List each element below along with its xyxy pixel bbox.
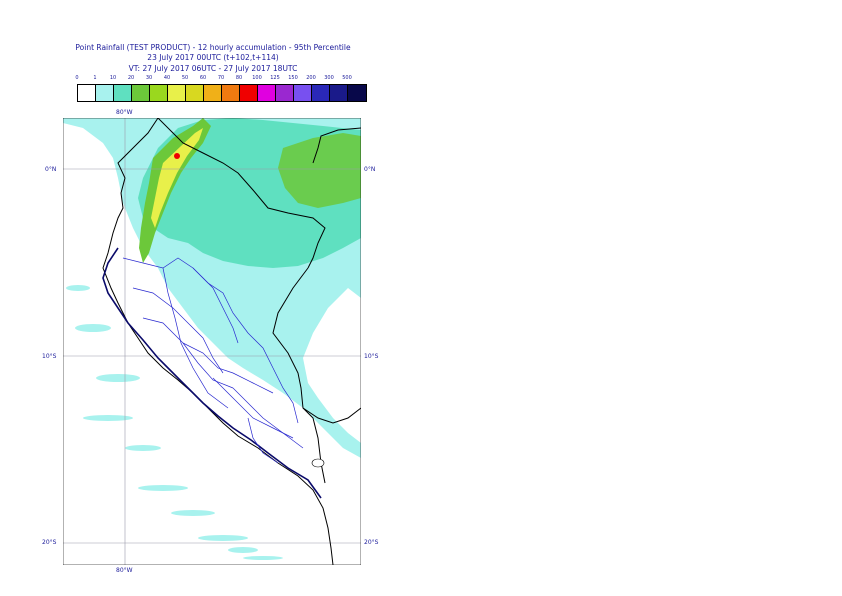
rain-field-core-yellow xyxy=(151,128,203,228)
legend-swatch xyxy=(204,85,222,101)
lat-label-left-10: 10°S xyxy=(42,353,57,360)
legend-swatch xyxy=(96,85,114,101)
legend-swatch xyxy=(222,85,240,101)
legend-tick-label: 125 xyxy=(270,75,280,81)
legend-tick-label: 30 xyxy=(145,75,153,81)
legend-swatch xyxy=(240,85,258,101)
rainfall-map xyxy=(63,118,361,565)
legend-swatch xyxy=(150,85,168,101)
legend-swatch xyxy=(186,85,204,101)
legend-tick-label: 50 xyxy=(181,75,189,81)
country-borders xyxy=(102,118,361,565)
coastline xyxy=(102,247,322,499)
legend-swatch xyxy=(132,85,150,101)
lake-titicaca xyxy=(311,458,325,468)
legend-tick-label: 1 xyxy=(93,75,97,81)
department-borders xyxy=(122,257,304,464)
rain-field-east-green xyxy=(278,133,361,208)
lat-label-left-0: 0°N xyxy=(45,166,57,173)
map-run-time: 23 July 2017 00UTC (t+102,t+114) xyxy=(147,53,279,62)
lat-label-right-0: 0°N xyxy=(364,166,376,173)
legend-tick-label: 20 xyxy=(127,75,135,81)
legend-color-bar xyxy=(77,84,367,102)
legend-tick-label: 80 xyxy=(235,75,243,81)
lat-label-right-10: 10°S xyxy=(364,353,379,360)
rain-field-heavy-green xyxy=(139,118,211,263)
legend-tick-label: 150 xyxy=(288,75,298,81)
lat-label-left-20: 20°S xyxy=(42,539,57,546)
lon-label-bottom: 80°W xyxy=(116,567,133,574)
legend-ticks: 0 1 10 20 30 40 50 60 70 80 100 125 150 200 300 500 xyxy=(73,75,353,83)
legend-swatch xyxy=(114,85,132,101)
legend-tick-label: 10 xyxy=(109,75,117,81)
ocean-rain-patches xyxy=(66,285,283,560)
legend-tick-label: 200 xyxy=(306,75,316,81)
legend-swatch xyxy=(294,85,312,101)
legend-tick-label: 500 xyxy=(342,75,352,81)
legend-tick-label: 70 xyxy=(217,75,225,81)
map-title: Point Rainfall (TEST PRODUCT) - 12 hourl… xyxy=(75,43,351,52)
legend-swatch xyxy=(312,85,330,101)
legend-tick-label: 300 xyxy=(324,75,334,81)
lat-label-right-20: 20°S xyxy=(364,539,379,546)
rain-peak-red xyxy=(174,153,180,159)
lon-label-top: 80°W xyxy=(116,109,133,116)
legend-swatch xyxy=(330,85,348,101)
legend-tick-label: 0 xyxy=(75,75,79,81)
legend-swatch xyxy=(78,85,96,101)
legend-tick-label: 100 xyxy=(252,75,262,81)
legend-swatch xyxy=(276,85,294,101)
legend-swatch xyxy=(258,85,276,101)
map-valid-time: VT: 27 July 2017 06UTC - 27 July 2017 18… xyxy=(128,64,298,73)
legend-tick-label: 40 xyxy=(163,75,171,81)
legend-tick-label: 60 xyxy=(199,75,207,81)
legend-swatch xyxy=(168,85,186,101)
legend-swatch xyxy=(348,85,366,101)
